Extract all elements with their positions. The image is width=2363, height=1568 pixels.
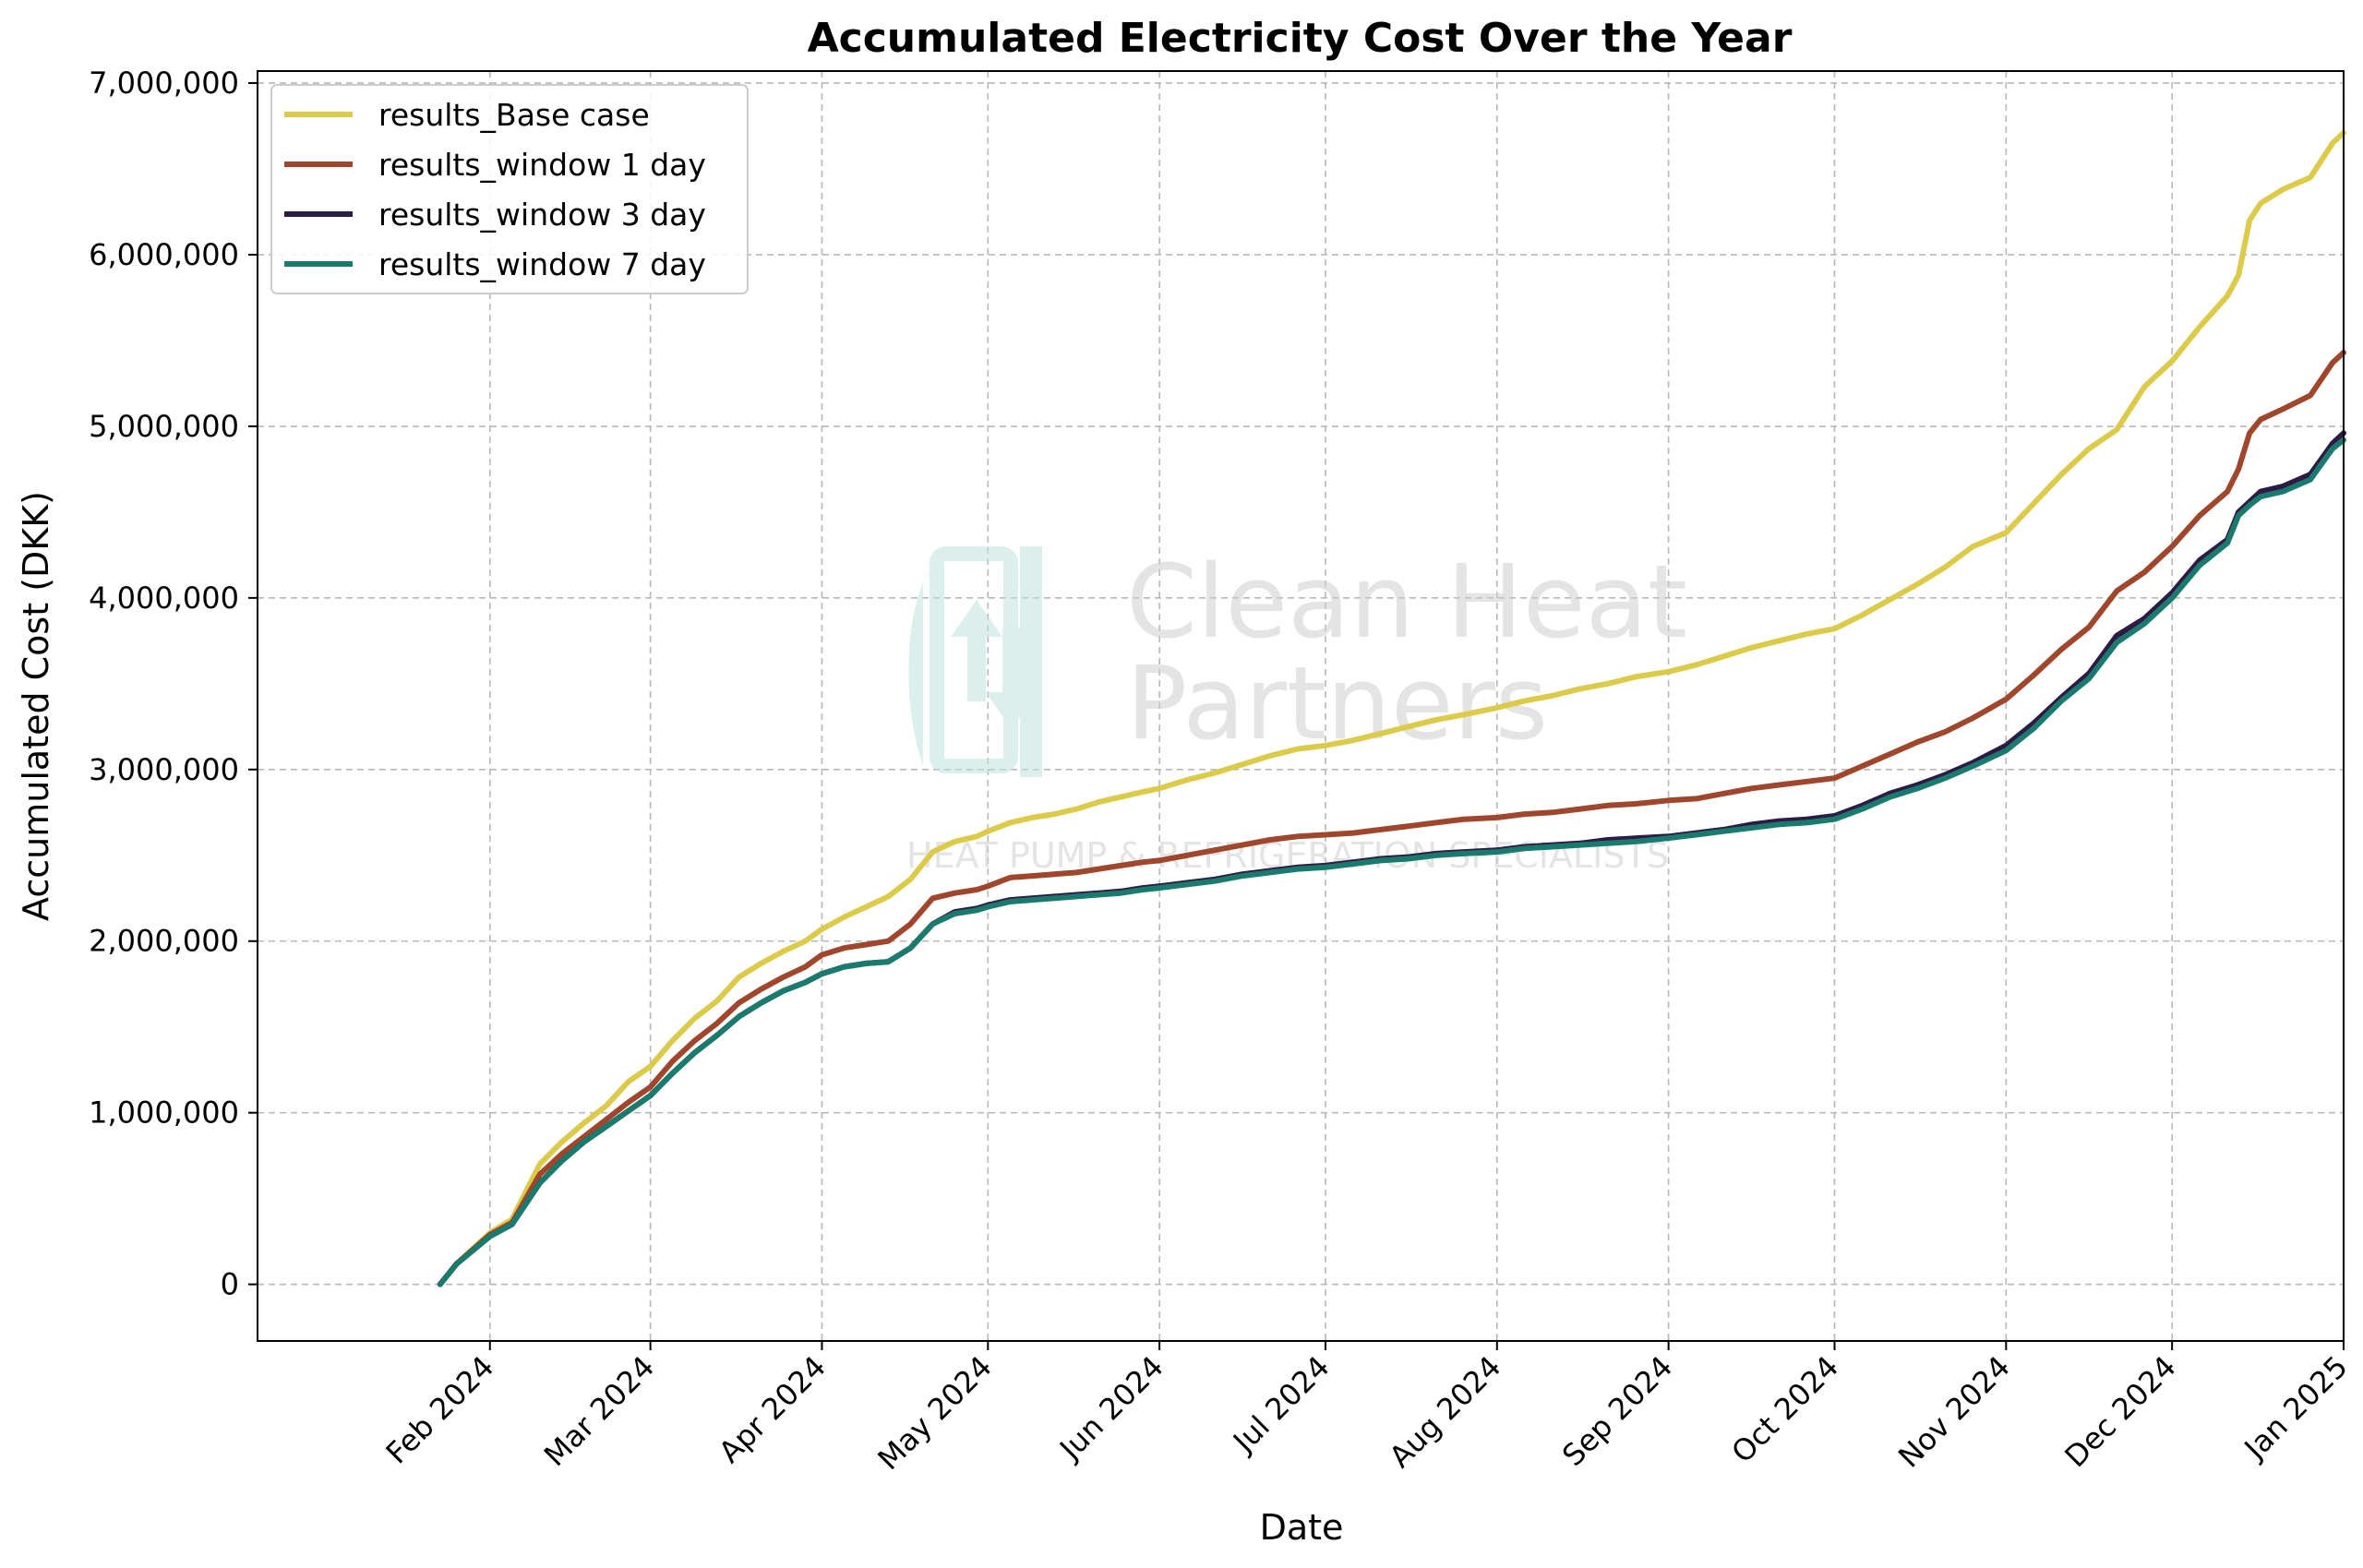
legend-box	[270, 84, 749, 294]
y-tick-label: 7,000,000	[89, 66, 239, 101]
series-line-4	[437, 437, 2346, 1287]
legend-label-4: results_window 7 day	[378, 246, 706, 282]
series-line-2	[437, 350, 2346, 1287]
watermark-line1: Clean Heat	[1126, 543, 1687, 661]
legend-label-3: results_window 3 day	[378, 197, 706, 233]
watermark-logo-icon	[908, 546, 1042, 777]
series-lines	[437, 129, 2346, 1287]
y-tick-label: 0	[221, 1267, 239, 1302]
y-axis-label: Accumulated Cost (DKK)	[16, 491, 56, 921]
y-tick-label: 1,000,000	[89, 1095, 239, 1131]
y-tick-label: 5,000,000	[89, 409, 239, 444]
y-tick-label: 3,000,000	[89, 752, 239, 787]
plot-frame	[257, 70, 2345, 1342]
y-tick-label: 2,000,000	[89, 924, 239, 959]
chart-title: Accumulated Electricity Cost Over the Ye…	[808, 15, 1793, 62]
x-axis-label: Date	[1260, 1507, 1344, 1548]
legend-label-1: results_Base case	[378, 97, 650, 133]
series-line-1	[437, 129, 2346, 1287]
legend: results_Base case results_window 1 day res…	[270, 84, 749, 294]
y-tick-label: 4,000,000	[89, 581, 239, 616]
y-tick-label: 6,000,000	[89, 237, 239, 272]
y-axis-ticks: 0 1,000,000 2,000,000 3,000,000 4,000,000 5,0…	[89, 66, 258, 1302]
legend-label-2: results_window 1 day	[378, 147, 706, 183]
grid-lines	[258, 71, 2345, 1341]
